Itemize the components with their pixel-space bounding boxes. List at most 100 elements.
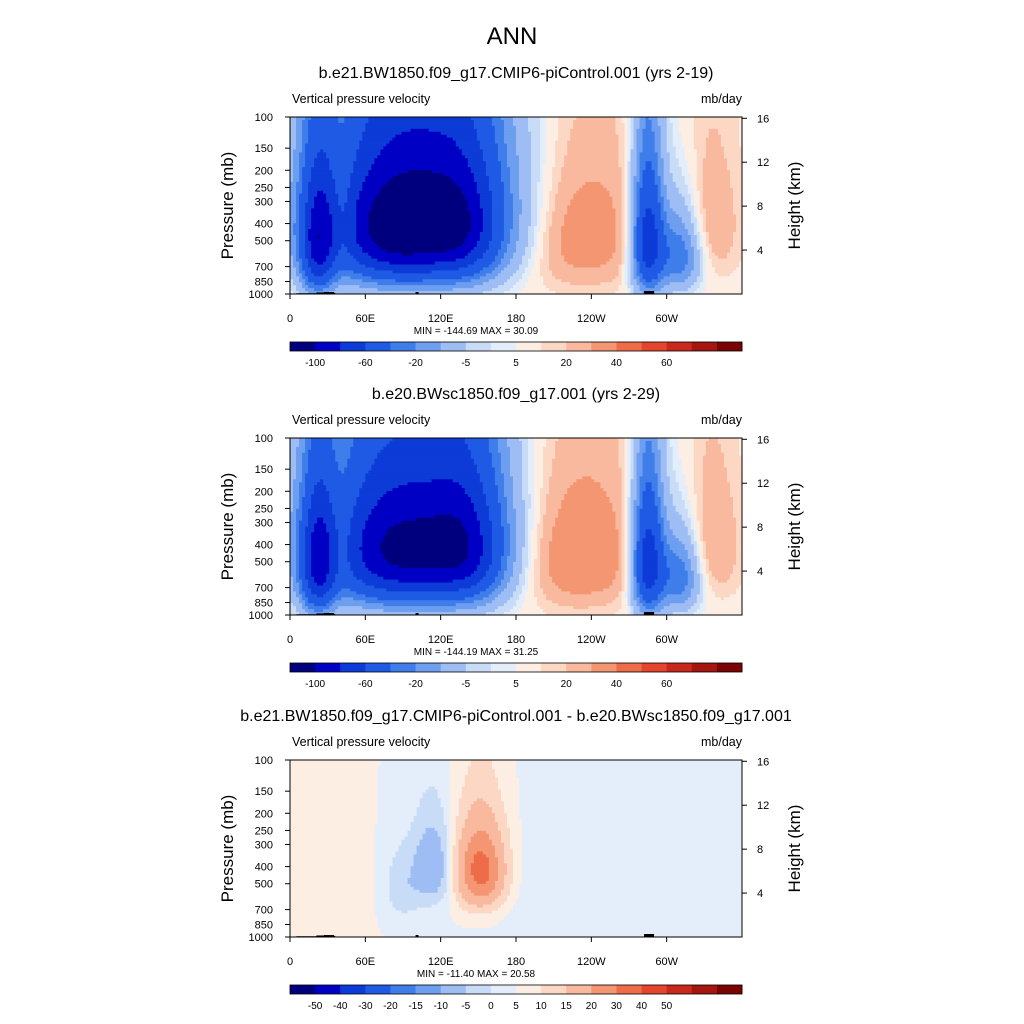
contour-cell: [687, 161, 698, 165]
contour-cell: [702, 482, 731, 486]
contour-cell: [669, 482, 680, 486]
contour-cell: [302, 181, 309, 186]
y-tick-label: 150: [255, 786, 273, 798]
contour-cell: [374, 901, 393, 905]
contour-cell: [479, 276, 496, 280]
contour-cell: [509, 455, 523, 460]
contour-cell: [723, 146, 743, 150]
contour-cell: [648, 117, 659, 121]
contour-cell: [561, 176, 622, 180]
y-tick-label: 850: [255, 598, 273, 610]
contour-cell: [693, 282, 701, 286]
colorbar-swatch: [365, 663, 391, 672]
contour-cell: [693, 440, 707, 445]
contour-cell: [645, 600, 652, 604]
contour-cell: [341, 470, 345, 474]
contour-cell: [516, 765, 743, 770]
contour-cell: [660, 125, 668, 130]
contour-cell: [642, 131, 656, 136]
contour-cell: [516, 544, 526, 548]
contour-cell: [645, 585, 652, 589]
contour-cell: [485, 573, 499, 578]
contour-cell: [482, 223, 493, 227]
contour-cell: [621, 235, 625, 239]
contour-cell: [293, 158, 300, 162]
contour-cell: [627, 470, 631, 474]
contour-cell: [693, 131, 710, 136]
contour-cell: [455, 842, 460, 846]
contour-cell: [699, 220, 704, 224]
contour-cell: [422, 792, 439, 796]
contour-cell: [332, 582, 366, 586]
contour-cell: [546, 152, 556, 156]
contour-cell: [290, 582, 294, 586]
contour-cell: [299, 173, 303, 177]
contour-cell: [663, 547, 671, 551]
contour-cell: [473, 878, 490, 882]
contour-cell: [449, 836, 457, 841]
contour-cell: [624, 576, 628, 580]
contour-cell: [482, 491, 499, 495]
height-tick-label: 8: [757, 201, 763, 213]
contour-cell: [449, 854, 454, 858]
contour-cell: [702, 535, 737, 539]
contour-cell: [522, 449, 529, 454]
contour-cell: [374, 833, 408, 838]
contour-cell: [708, 576, 716, 580]
contour-cell: [684, 479, 695, 483]
contour-cell: [705, 220, 737, 224]
contour-cell: [615, 220, 622, 224]
contour-cell: [479, 196, 493, 200]
contour-cell: [491, 810, 505, 814]
contour-cell: [633, 547, 637, 551]
contour-cell: [338, 529, 351, 533]
contour-cell: [657, 556, 668, 560]
contour-cell: [552, 458, 619, 462]
contour-cell: [630, 208, 634, 212]
contour-cell: [323, 261, 333, 265]
contour-cell: [573, 122, 616, 127]
contour-cell: [449, 907, 463, 911]
contour-cell: [356, 235, 372, 239]
contour-cell: [290, 774, 378, 779]
contour-cell: [311, 567, 330, 572]
contour-cell: [464, 774, 496, 779]
contour-cell: [497, 285, 514, 289]
contour-cell: [296, 606, 303, 610]
contour-cell: [627, 261, 631, 265]
contour-cell: [311, 544, 330, 548]
contour-cell: [633, 211, 637, 215]
contour-cell: [693, 458, 704, 462]
contour-cell: [503, 235, 511, 239]
contour-cell: [621, 482, 625, 486]
contour-cell: [302, 511, 309, 516]
contour-cell: [329, 538, 339, 542]
contour-cell: [458, 848, 469, 852]
contour-cell: [458, 863, 466, 867]
colorbar-frame: [289, 662, 743, 673]
contour-cell: [296, 285, 303, 289]
contour-cell: [503, 131, 517, 136]
contour-cell: [540, 155, 547, 159]
contour-cell: [482, 851, 496, 855]
contour-cell: [654, 258, 668, 262]
contour-cell: [630, 603, 637, 607]
y-axis-label: Pressure (mb): [218, 473, 237, 581]
contour-cell: [723, 155, 743, 159]
contour-cell: [522, 440, 529, 445]
contour-cell: [479, 579, 496, 583]
contour-cell: [666, 556, 680, 560]
contour-cell: [543, 461, 553, 465]
contour-cell: [377, 455, 472, 460]
contour-cell: [368, 232, 469, 236]
contour-cell: [519, 176, 532, 180]
contour-cell: [506, 514, 517, 519]
contour-cell: [516, 140, 532, 144]
contour-cell: [633, 122, 640, 127]
contour-cell: [329, 550, 339, 554]
contour-cell: [503, 122, 514, 127]
contour-cell: [558, 438, 619, 442]
contour-cell: [630, 488, 637, 492]
contour-cell: [609, 497, 622, 501]
contour-cell: [702, 184, 731, 189]
